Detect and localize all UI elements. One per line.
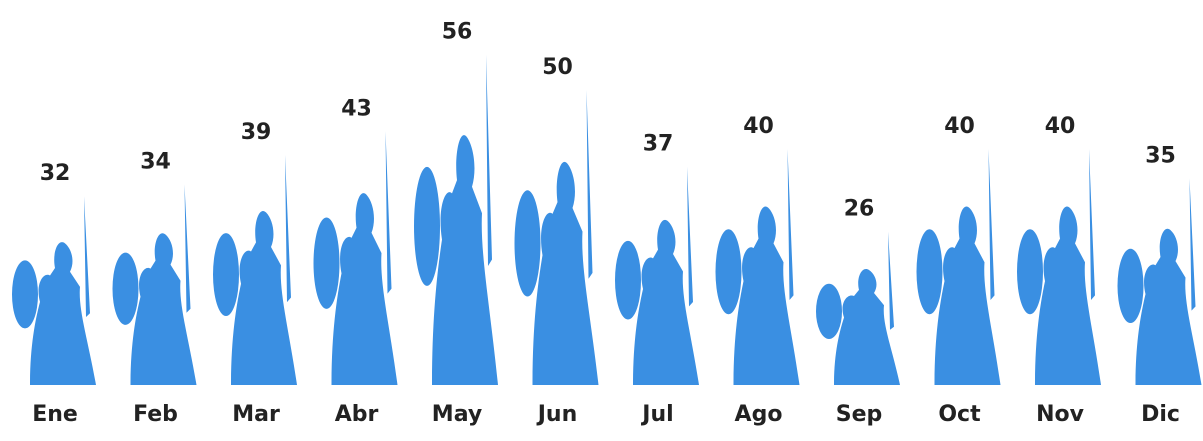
x-tick-label: Oct — [938, 402, 981, 427]
bar — [1117, 178, 1202, 385]
x-tick-label: Nov — [1036, 402, 1085, 427]
value-label: 37 — [643, 132, 674, 157]
bar — [615, 166, 699, 385]
bar — [916, 149, 1001, 385]
bar — [514, 90, 599, 385]
bar — [816, 231, 900, 385]
x-tick-label: Mar — [232, 402, 280, 427]
value-label: 32 — [40, 161, 71, 186]
x-tick-label: Jun — [536, 402, 578, 427]
x-tick-label: May — [432, 402, 482, 427]
x-tick-label: Feb — [133, 402, 178, 427]
x-tick-label: Jul — [640, 402, 673, 427]
bar — [12, 196, 96, 385]
value-label: 43 — [341, 96, 372, 121]
bar — [313, 131, 398, 385]
x-tick-label: Sep — [836, 402, 883, 427]
bar — [715, 149, 800, 385]
value-label: 50 — [542, 55, 573, 80]
value-label: 34 — [140, 149, 171, 174]
value-label: 40 — [1045, 114, 1076, 139]
value-label: 26 — [844, 197, 875, 222]
bar — [414, 54, 498, 385]
bar — [1017, 149, 1101, 385]
x-tick-label: Ene — [32, 402, 78, 427]
x-tick-label: Abr — [335, 402, 379, 427]
bar — [112, 184, 197, 385]
value-label: 56 — [442, 20, 473, 45]
value-label: 39 — [241, 120, 272, 145]
x-tick-label: Dic — [1141, 402, 1180, 427]
bar — [213, 154, 297, 385]
value-label: 40 — [743, 114, 774, 139]
value-label: 40 — [944, 114, 975, 139]
value-label: 35 — [1145, 144, 1176, 169]
x-tick-label: Ago — [735, 402, 783, 427]
